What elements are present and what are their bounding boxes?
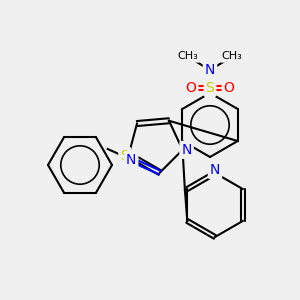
Text: CH₃: CH₃ — [222, 51, 242, 61]
Text: S: S — [120, 148, 129, 163]
Text: N: N — [210, 163, 220, 177]
Text: N: N — [126, 153, 136, 166]
Text: CH₃: CH₃ — [178, 51, 198, 61]
Text: O: O — [186, 81, 196, 95]
Text: O: O — [224, 81, 234, 95]
Text: N: N — [205, 63, 215, 77]
Text: S: S — [206, 81, 214, 95]
Text: N: N — [182, 143, 192, 157]
